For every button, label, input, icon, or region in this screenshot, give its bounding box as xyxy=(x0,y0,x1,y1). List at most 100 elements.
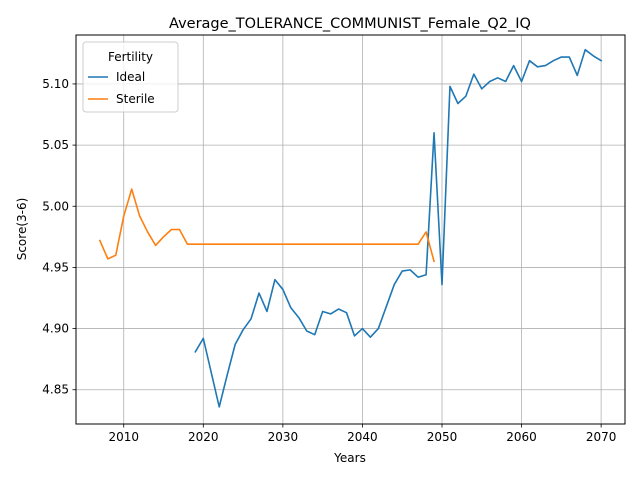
data-point xyxy=(234,343,236,345)
data-point xyxy=(138,215,140,217)
data-point xyxy=(321,243,323,245)
data-point xyxy=(210,243,212,245)
data-point xyxy=(409,243,411,245)
x-tick-label: 2030 xyxy=(268,430,299,444)
data-point xyxy=(457,102,459,104)
data-point xyxy=(306,243,308,245)
data-point xyxy=(329,313,331,315)
data-point xyxy=(170,228,172,230)
data-point xyxy=(306,330,308,332)
data-point xyxy=(115,254,117,256)
legend: Fertility Ideal Sterile xyxy=(82,41,179,113)
data-point xyxy=(202,243,204,245)
x-tick-label: 2020 xyxy=(188,430,219,444)
y-axis-label: Score(3-6) xyxy=(15,198,29,261)
data-point xyxy=(298,316,300,318)
data-point xyxy=(290,243,292,245)
data-point xyxy=(600,59,602,61)
data-point xyxy=(520,80,522,82)
x-axis-label: Years xyxy=(333,451,366,465)
data-point xyxy=(536,66,538,68)
data-point xyxy=(568,56,570,58)
data-point xyxy=(290,307,292,309)
data-point xyxy=(313,334,315,336)
data-point xyxy=(313,243,315,245)
data-point xyxy=(130,188,132,190)
data-point xyxy=(528,59,530,61)
data-point xyxy=(369,243,371,245)
data-point xyxy=(393,283,395,285)
data-point xyxy=(226,374,228,376)
data-point xyxy=(353,243,355,245)
data-point xyxy=(560,56,562,58)
data-point xyxy=(481,88,483,90)
data-point xyxy=(242,329,244,331)
data-point xyxy=(401,243,403,245)
data-point xyxy=(361,327,363,329)
legend-box xyxy=(82,41,179,113)
chart-title: Average_TOLERANCE_COMMUNIST_Female_Q2_IQ xyxy=(169,16,531,32)
data-point xyxy=(337,243,339,245)
legend-label-ideal: Ideal xyxy=(116,70,145,84)
data-point xyxy=(250,243,252,245)
data-point xyxy=(226,243,228,245)
data-point xyxy=(99,239,101,241)
data-point xyxy=(576,74,578,76)
plot-area-frame xyxy=(75,34,626,425)
series-line-ideal xyxy=(194,48,603,408)
data-point xyxy=(194,351,196,353)
series-layer xyxy=(98,48,603,408)
data-point xyxy=(512,64,514,66)
series-line-sterile xyxy=(98,188,436,263)
data-point xyxy=(465,95,467,97)
data-point xyxy=(210,371,212,373)
data-point xyxy=(449,85,451,87)
series-ideal xyxy=(194,48,603,408)
data-point xyxy=(250,318,252,320)
data-point xyxy=(385,305,387,307)
data-point xyxy=(425,231,427,233)
data-point xyxy=(162,236,164,238)
data-point xyxy=(584,48,586,50)
y-tick-label: 5.05 xyxy=(42,138,69,152)
data-point xyxy=(409,269,411,271)
data-point xyxy=(282,243,284,245)
data-point xyxy=(266,243,268,245)
data-point xyxy=(473,73,475,75)
x-tick-label: 2010 xyxy=(108,430,139,444)
y-tick-label: 5.00 xyxy=(42,199,69,213)
data-point xyxy=(194,243,196,245)
data-point xyxy=(329,243,331,245)
x-tick-label: 2070 xyxy=(586,430,617,444)
data-point xyxy=(489,80,491,82)
legend-title: Fertility xyxy=(108,50,153,64)
legend-label-sterile: Sterile xyxy=(116,92,155,106)
data-point xyxy=(592,55,594,57)
y-tick-label: 4.90 xyxy=(42,322,69,336)
data-point xyxy=(202,337,204,339)
data-point xyxy=(353,335,355,337)
x-tick-label: 2040 xyxy=(347,430,378,444)
data-point xyxy=(258,243,260,245)
y-tick-label: 4.85 xyxy=(42,383,69,397)
data-point xyxy=(417,276,419,278)
x-tick-label: 2060 xyxy=(506,430,537,444)
data-point xyxy=(433,260,435,262)
data-point xyxy=(401,270,403,272)
data-point xyxy=(266,310,268,312)
data-point xyxy=(123,215,125,217)
data-point xyxy=(218,406,220,408)
data-point xyxy=(345,243,347,245)
y-tick-label: 5.10 xyxy=(42,77,69,91)
data-point xyxy=(234,243,236,245)
data-point xyxy=(274,278,276,280)
data-point xyxy=(369,336,371,338)
y-tick-label: 4.95 xyxy=(42,260,69,274)
data-point xyxy=(154,244,156,246)
data-point xyxy=(393,243,395,245)
data-point xyxy=(242,243,244,245)
data-point xyxy=(425,274,427,276)
data-point xyxy=(385,243,387,245)
data-point xyxy=(361,243,363,245)
data-point xyxy=(433,132,435,134)
